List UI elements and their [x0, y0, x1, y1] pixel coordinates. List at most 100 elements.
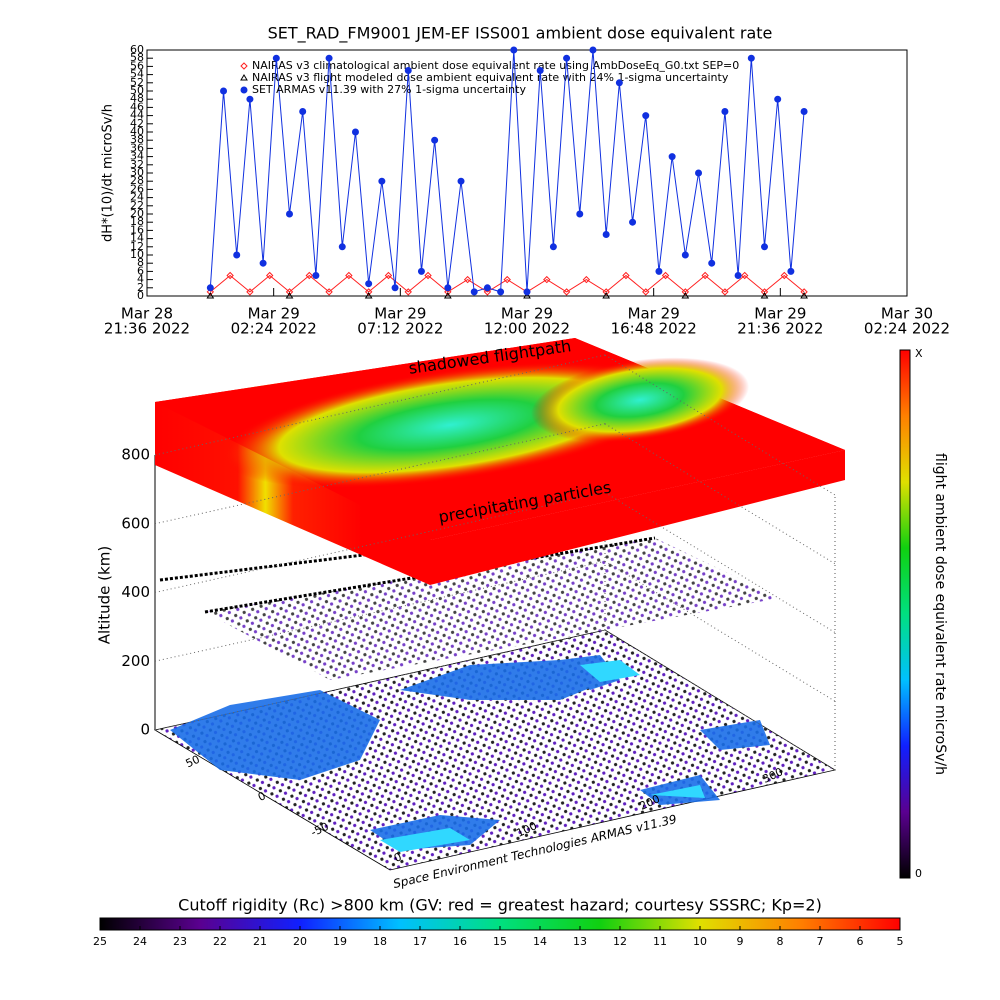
point [780, 271, 788, 280]
point [774, 95, 782, 103]
x-tick-label: Mar 29 [374, 305, 426, 323]
y-tick-label: 50 [130, 84, 144, 97]
y-tick-label: 40 [130, 125, 144, 138]
x-tick-label: 21:36 2022 [104, 320, 190, 338]
y-tick-label: 14 [130, 232, 144, 245]
colorbar-label: flight ambient dose equivalent rate micr… [932, 453, 948, 775]
point [708, 259, 716, 267]
colorbar-tick-label: 14 [533, 935, 547, 948]
y-tick-label: 50 [184, 753, 202, 771]
point [424, 271, 432, 280]
grid-line [604, 560, 836, 702]
point [233, 251, 241, 259]
point [286, 210, 293, 218]
colorbar-top-label: X [915, 347, 923, 360]
series-line [209, 49, 805, 293]
point [443, 292, 452, 299]
flight-path-plane [205, 538, 780, 680]
chart-title: SET_RAD_FM9001 JEM-EF ISS001 ambient dos… [268, 24, 773, 44]
colorbar-tick-label: 23 [173, 935, 187, 948]
point [206, 284, 214, 292]
colorbar-tick-label: 17 [413, 935, 427, 948]
point [431, 136, 439, 144]
point [285, 288, 294, 296]
point [536, 67, 544, 74]
point [721, 288, 729, 296]
point [523, 292, 531, 299]
y-tick-label: 24 [130, 191, 144, 204]
point [220, 87, 228, 95]
legend-marker [240, 74, 248, 81]
y-tick-label: 48 [130, 92, 144, 105]
point [747, 54, 755, 62]
point [760, 292, 769, 299]
point [629, 218, 637, 226]
point [602, 231, 610, 238]
point [741, 271, 749, 280]
point [457, 177, 465, 185]
legend-label: NAIRAS v3 flight modeled dose ambient eq… [252, 71, 729, 84]
point [655, 267, 663, 275]
y-tick-label: 8 [137, 256, 144, 269]
point [338, 243, 346, 251]
point [800, 288, 808, 296]
point [206, 288, 215, 296]
point [543, 275, 551, 284]
point [602, 292, 611, 299]
colorbar-tick-label: 9 [737, 935, 744, 948]
y-tick-label: 46 [130, 100, 144, 113]
colorbar-tick-label: 10 [693, 935, 707, 948]
point [681, 251, 689, 259]
point [576, 210, 584, 218]
z-tick-label: 600 [121, 514, 150, 532]
point [582, 275, 591, 284]
y-tick-label: 32 [130, 158, 144, 171]
grid-line [154, 423, 606, 525]
grid-line [604, 354, 836, 496]
series-line [210, 274, 805, 293]
point [483, 284, 491, 292]
point [701, 271, 709, 280]
point [503, 275, 511, 284]
point [800, 292, 808, 299]
point [589, 46, 597, 54]
x-tick-label: 12:00 2022 [484, 320, 570, 338]
y-tick-label: 38 [130, 133, 144, 146]
point [470, 288, 478, 296]
point [800, 108, 808, 115]
y-tick-label: 2 [137, 281, 144, 294]
point [734, 272, 742, 279]
y-tick-label: 54 [130, 68, 144, 81]
point [364, 288, 373, 296]
flight-track [159, 536, 656, 614]
x-tick-label: Mar 29 [501, 305, 553, 323]
colorbar-tick-label: 22 [213, 935, 227, 948]
x-tick-label: Mar 28 [121, 305, 173, 323]
x-tick-label: 02:24 2022 [864, 320, 950, 338]
y-tick-label: 30 [130, 166, 144, 179]
point [351, 128, 359, 136]
point [312, 272, 320, 279]
colorbar-tick-label: 13 [573, 935, 587, 948]
z-tick-label: 0 [140, 721, 150, 739]
colorbar-tick-label: 15 [493, 935, 507, 948]
x-tick-label: Mar 29 [248, 305, 300, 323]
colorbar-tick-label: 11 [653, 935, 667, 948]
x-tick-label: 21:36 2022 [737, 320, 823, 338]
z-tick-label: 800 [121, 446, 150, 464]
x-tick-label: 07:12 2022 [357, 320, 443, 338]
grid-line [154, 354, 606, 456]
y-tick-label: 26 [130, 182, 144, 195]
point [760, 288, 769, 296]
point [206, 292, 215, 299]
y-tick-label: 20 [130, 207, 144, 220]
point [695, 169, 703, 177]
legend-label: SET ARMAS v11.39 with 27% 1-sigma uncert… [252, 83, 526, 96]
point [549, 243, 557, 251]
y-tick-label: 34 [130, 150, 144, 163]
point [384, 271, 393, 280]
colorbar-tick-label: 12 [613, 935, 627, 948]
x-tick-label: Mar 29 [628, 305, 680, 323]
y-tick-label: 0 [256, 789, 268, 804]
